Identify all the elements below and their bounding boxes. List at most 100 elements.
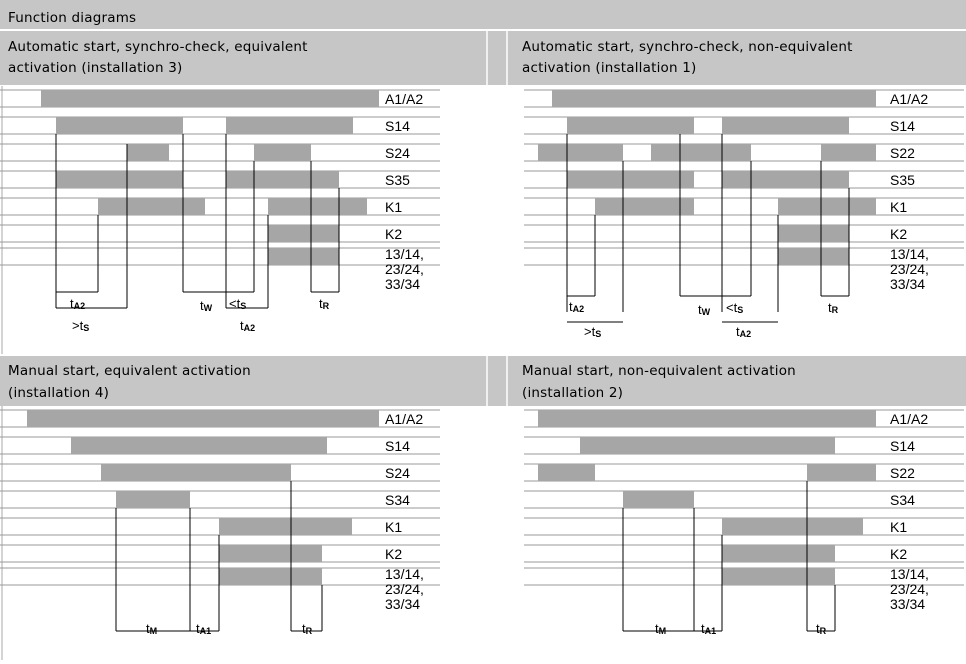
signal-bar	[538, 410, 876, 427]
panel-2-timing-labels: tA2 tW <tS tR >tS tA2	[569, 299, 839, 339]
signal-label: S14	[890, 118, 915, 134]
signal-bar	[56, 117, 183, 134]
signal-bar	[127, 144, 169, 161]
panel-2-title-line-1: Automatic start, synchro-check, non-equi…	[522, 39, 853, 55]
timing-label: tA2	[240, 318, 255, 333]
diagram-panel-3: A1/A2 S14 S24 S34 K1 K2 13/14, 23/24, 33…	[0, 409, 441, 636]
signal-bar	[116, 491, 190, 508]
timing-label: <tS	[229, 296, 246, 311]
timing-label: tR	[828, 300, 839, 315]
panel-4-timing-labels: tM tA1 tR	[655, 621, 827, 636]
signal-label: K1	[890, 199, 907, 215]
signal-bar	[71, 437, 327, 454]
panel-1-bars	[41, 90, 379, 265]
signal-label: 33/34	[385, 276, 420, 292]
timing-label: tA1	[196, 621, 211, 636]
panel-2-bars	[538, 90, 876, 265]
diagram-panel-1: A1/A2 S14 S24 S35 K1 K2 13/14, 23/24, 33…	[0, 89, 441, 333]
signal-label: S22	[890, 145, 915, 161]
signal-label: S34	[385, 492, 410, 508]
timing-label: tM	[655, 621, 666, 636]
signal-bar	[722, 171, 849, 188]
signal-bar	[219, 568, 322, 585]
signal-bar	[722, 545, 835, 562]
timing-label: tM	[146, 621, 157, 636]
panel-1-timing-lines	[55, 134, 340, 309]
signal-label: 13/14,	[385, 566, 424, 582]
signal-label: S35	[385, 172, 410, 188]
signal-bar	[219, 518, 352, 535]
panel-1-title-line-2: activation (installation 3)	[8, 60, 183, 76]
signal-bar	[821, 144, 876, 161]
signal-bar	[722, 518, 863, 535]
panel-1-timing-labels: tA2 tW <tS tR >tS tA2	[70, 296, 330, 333]
signal-label: K1	[385, 519, 402, 535]
signal-bar	[27, 410, 379, 427]
signal-bar	[580, 437, 835, 454]
signal-label: K1	[890, 519, 907, 535]
signal-bar	[778, 248, 849, 265]
panel-2-title-line-2: activation (installation 1)	[522, 60, 697, 76]
signal-label: K2	[890, 226, 907, 242]
signal-label: K2	[385, 226, 402, 242]
signal-bar	[778, 198, 876, 215]
signal-bar	[226, 117, 353, 134]
top-header-band	[0, 0, 966, 86]
signal-label: S14	[385, 118, 410, 134]
signal-label: S35	[890, 172, 915, 188]
signal-label: 33/34	[385, 596, 420, 612]
panel-4-bars	[538, 410, 876, 585]
panel-2-signal-labels: A1/A2 S14 S22 S35 K1 K2 13/14, 23/24, 33…	[890, 91, 929, 292]
panel-3-timing-labels: tM tA1 tR	[146, 621, 313, 636]
timing-label: tA1	[701, 621, 716, 636]
signal-bar	[552, 90, 876, 107]
signal-bar	[226, 171, 339, 188]
signal-label: S34	[890, 492, 915, 508]
signal-label: K2	[890, 546, 907, 562]
timing-label: >tS	[72, 318, 89, 333]
timing-label: >tS	[584, 324, 601, 339]
panel-titles: Automatic start, synchro-check, equivale…	[8, 39, 853, 401]
signal-bar	[41, 90, 379, 107]
signal-label: K1	[385, 199, 402, 215]
signal-label: K2	[385, 546, 402, 562]
signal-bar	[595, 198, 694, 215]
signal-label: A1/A2	[385, 411, 423, 427]
panel-3-signal-labels: A1/A2 S14 S24 S34 K1 K2 13/14, 23/24, 33…	[385, 411, 424, 612]
signal-label: 23/24,	[890, 261, 929, 277]
signal-label: S22	[890, 465, 915, 481]
panel-4-signal-labels: A1/A2 S14 S22 S34 K1 K2 13/14, 23/24, 33…	[890, 411, 929, 612]
panel-3-title-line-2: (installation 4)	[8, 385, 109, 401]
timing-label: tA2	[736, 324, 751, 339]
signal-bar	[538, 464, 595, 481]
timing-label: tR	[302, 621, 313, 636]
signal-label: S14	[385, 438, 410, 454]
panel-4-title-line-1: Manual start, non-equivalent activation	[522, 363, 796, 379]
panel-2-timing-lines	[566, 134, 850, 323]
signal-bar	[254, 144, 311, 161]
signal-label: 23/24,	[890, 581, 929, 597]
panel-1-title-line-1: Automatic start, synchro-check, equivale…	[8, 39, 308, 55]
timing-label: tW	[698, 302, 711, 317]
signal-label: S24	[385, 465, 410, 481]
panel-4-title-line-2: (installation 2)	[522, 385, 623, 401]
signal-bar	[651, 144, 751, 161]
signal-label: A1/A2	[890, 411, 928, 427]
signal-bar	[98, 198, 205, 215]
panel-1-signal-labels: A1/A2 S14 S24 S35 K1 K2 13/14, 23/24, 33…	[385, 91, 424, 292]
signal-bar	[722, 117, 849, 134]
panel-3-bars	[27, 410, 379, 585]
timing-label: tR	[816, 621, 827, 636]
signal-label: 23/24,	[385, 261, 424, 277]
signal-label: S24	[385, 145, 410, 161]
signal-bar	[567, 171, 694, 188]
timing-label: <tS	[726, 300, 743, 315]
diagram-panel-4: A1/A2 S14 S22 S34 K1 K2 13/14, 23/24, 33…	[523, 409, 965, 636]
panel-4-timing-lines	[622, 481, 836, 632]
signal-bar	[567, 117, 694, 134]
signal-label: 13/14,	[890, 246, 929, 262]
signal-label: 23/24,	[385, 581, 424, 597]
